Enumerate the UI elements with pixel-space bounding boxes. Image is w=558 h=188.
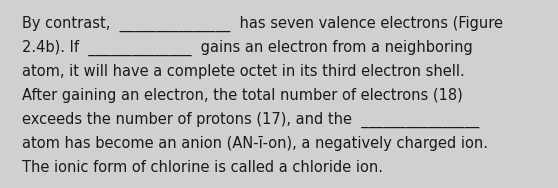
- Text: The ionic form of chlorine is called a chloride ion.: The ionic form of chlorine is called a c…: [22, 160, 383, 175]
- Text: After gaining an electron, the total number of electrons (18): After gaining an electron, the total num…: [22, 88, 463, 103]
- Text: By contrast,  _______________  has seven valence electrons (Figure: By contrast, _______________ has seven v…: [22, 16, 503, 32]
- Text: atom, it will have a complete octet in its third electron shell.: atom, it will have a complete octet in i…: [22, 64, 465, 79]
- Text: 2.4b). If  ______________  gains an electron from a neighboring: 2.4b). If ______________ gains an electr…: [22, 40, 473, 56]
- Text: atom has become an anion (AN-ī-on), a negatively charged ion.: atom has become an anion (AN-ī-on), a ne…: [22, 136, 488, 151]
- Text: exceeds the number of protons (17), and the  ________________: exceeds the number of protons (17), and …: [22, 112, 479, 128]
